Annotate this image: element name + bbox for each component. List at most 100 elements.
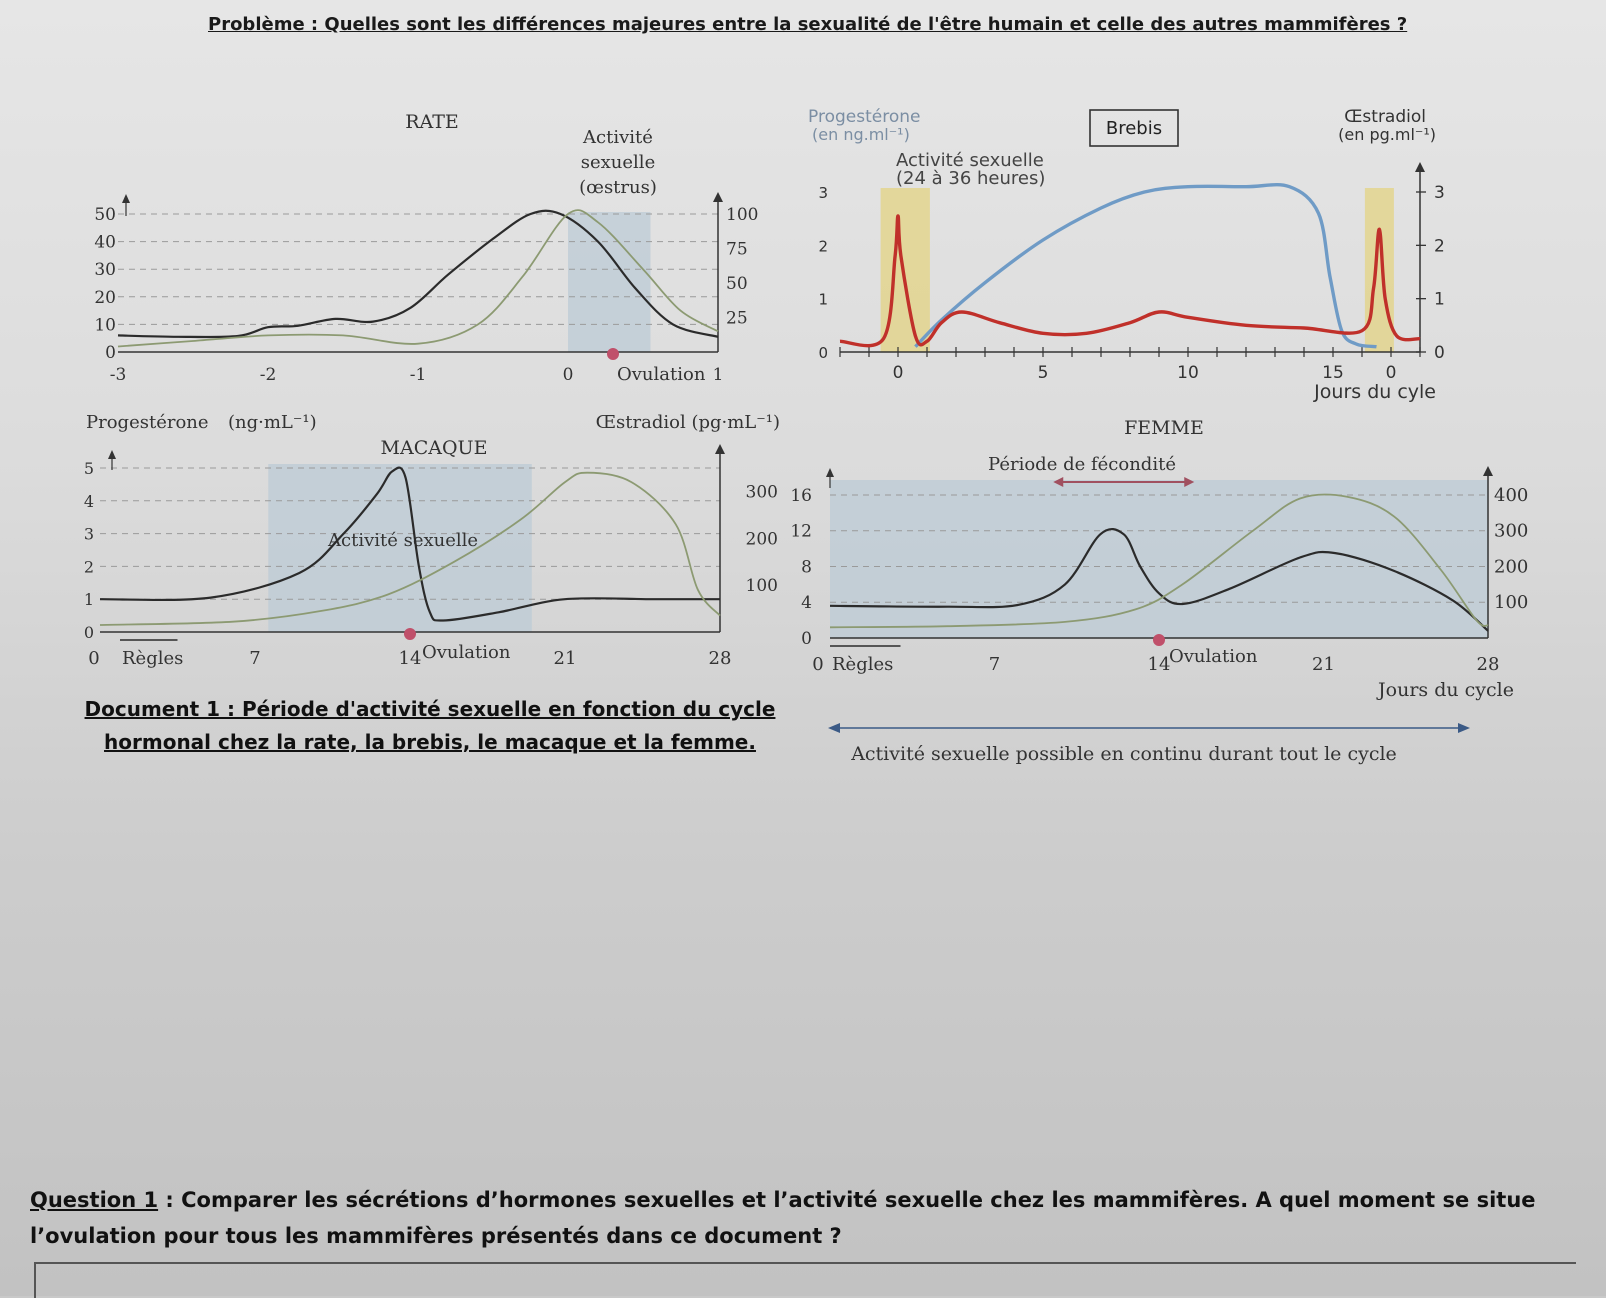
brebis-series-right-line <box>839 214 1421 348</box>
caption-line-2: hormonal chez la rate, la brebis, le mac… <box>104 730 756 754</box>
brebis-activity-shade-2 <box>1364 188 1394 352</box>
macaque-y-left-tick: 1 <box>84 590 94 609</box>
femme-x-tick: 28 <box>1477 654 1500 675</box>
macaque-x-tick: 21 <box>554 648 577 669</box>
brebis-right-axis-label: Œstradiol <box>1344 107 1426 127</box>
femme-activity-shade <box>830 480 1488 638</box>
rate-x-tick: -3 <box>110 365 127 385</box>
femme-fecondite-label: Période de fécondité <box>988 454 1176 475</box>
question-1: Question 1 : Comparer les sécrétions d’h… <box>30 1182 1570 1254</box>
macaque-y-right-arrow <box>715 444 725 454</box>
macaque-left-axis-label: Progestérone <box>86 412 209 433</box>
brebis-y-left-tick: 3 <box>818 184 828 202</box>
femme-x-tick: 21 <box>1312 654 1335 675</box>
femme-y-right-arrow <box>1483 466 1493 476</box>
brebis-y-right-tick: 0 <box>1434 343 1445 363</box>
rate-x-tick: -1 <box>410 365 427 385</box>
brebis-y-left-tick: 1 <box>818 291 828 309</box>
femme-x-tick: 14 <box>1148 654 1171 675</box>
brebis-series-left-line <box>914 183 1377 349</box>
macaque-series-left-line <box>99 466 720 622</box>
rate-ovulation-dot <box>607 348 619 360</box>
femme-y-right-tick: 200 <box>1494 556 1528 577</box>
rate-y-right-tick: 75 <box>726 240 748 260</box>
rate-y-left-tick: 30 <box>94 260 116 280</box>
femme-x-label: Jours du cycle <box>1376 679 1514 701</box>
rate-y-right-tick: 25 <box>726 309 748 329</box>
rate-ovulation-label: Ovulation <box>617 364 706 385</box>
brebis-activity-duration: (24 à 36 heures) <box>896 168 1045 189</box>
femme-y-left-tick: 4 <box>801 593 812 613</box>
femme-fecondite-arrowhead-left <box>1053 477 1064 487</box>
femme-y-left-tick: 16 <box>790 486 812 506</box>
femme-series-left-line <box>829 528 1489 632</box>
rate-activity-label: (œstrus) <box>579 177 657 198</box>
macaque-y-left-tick: 3 <box>84 525 94 544</box>
brebis-x-tick: 15 <box>1322 363 1344 383</box>
macaque-y-right-tick: 300 <box>746 482 778 502</box>
rate-x-tick: 0 <box>563 365 574 385</box>
rate-series-right-line <box>117 209 719 348</box>
chart-rate: 0 10 20 30 40 50 25 50 75 100 -3 -2 -1 0 1 RATE Activité… <box>94 111 758 385</box>
macaque-series-right-line <box>99 471 721 626</box>
femme-continu-arrowhead-left <box>828 723 840 733</box>
chart-macaque: Progestérone (ng·mL⁻¹) Œstradiol (pg·mL⁻¹)… <box>84 412 780 669</box>
macaque-x-tick: 14 <box>399 648 422 669</box>
femme-y-right-tick: 300 <box>1494 521 1528 542</box>
femme-continu-label: Activité sexuelle possible en continu du… <box>850 743 1397 765</box>
macaque-activity-label: Activité sexuelle <box>327 530 478 551</box>
rate-x-tick: 1 <box>713 365 724 385</box>
brebis-right-axis-unit: (en pg.ml⁻¹) <box>1338 125 1436 144</box>
rate-y-left-tick: 0 <box>105 343 116 363</box>
femme-series-right-line <box>829 493 1489 629</box>
problem-statement: Problème : Quelles sont les différences … <box>208 14 1408 35</box>
brebis-left-axis-label: Progestérone <box>808 107 920 127</box>
femme-continu-arrowhead-right <box>1458 723 1470 733</box>
femme-fecondite-arrowhead-right <box>1184 477 1195 487</box>
document-caption: Document 1 : Période d'activité sexuelle… <box>80 693 780 759</box>
macaque-left-axis-unit: (ng·mL⁻¹) <box>228 412 317 433</box>
macaque-ovulation-label: Ovulation <box>422 642 511 663</box>
rate-y-left-tick: 10 <box>94 315 116 335</box>
femme-y-left-tick: 0 <box>801 629 812 649</box>
macaque-y-right-tick: 200 <box>746 529 778 549</box>
brebis-y-left-tick: 2 <box>818 237 828 255</box>
femme-y-right-tick: 400 <box>1494 485 1528 506</box>
brebis-activity-label: Activité sexuelle <box>896 150 1044 171</box>
brebis-x-tick: 0 <box>893 363 904 383</box>
femme-title: FEMME <box>1124 417 1204 439</box>
question-text: : Comparer les sécrétions d’hormones sex… <box>30 1188 1536 1248</box>
rate-y-right-tick: 100 <box>726 205 758 225</box>
rate-title: RATE <box>405 111 459 133</box>
rate-activity-label: sexuelle <box>581 152 655 173</box>
brebis-y-right-arrow <box>1415 162 1425 172</box>
macaque-x-tick: 7 <box>249 648 260 669</box>
brebis-y-right-tick: 3 <box>1434 183 1445 203</box>
brebis-x-tick: 5 <box>1038 363 1049 383</box>
femme-y-right-tick: 100 <box>1494 592 1528 613</box>
macaque-right-axis-label: Œstradiol (pg·mL⁻¹) <box>596 412 780 433</box>
brebis-title-box <box>1089 109 1179 147</box>
rate-oestrus-shade <box>568 212 651 352</box>
brebis-y-left-tick: 0 <box>818 344 828 362</box>
rate-y-left-tick: 40 <box>94 233 116 253</box>
macaque-y-left-tick: 0 <box>84 623 94 642</box>
rate-x-tick: -2 <box>260 365 277 385</box>
answer-box[interactable] <box>34 1262 1576 1298</box>
femme-y-left-tick: 8 <box>801 557 812 577</box>
rate-y-left-arrow <box>122 194 130 203</box>
macaque-y-left-tick: 2 <box>84 557 94 576</box>
chart-brebis: Progestérone(en ng.ml⁻¹) Œstradiol(en pg.… <box>808 107 1445 403</box>
femme-y-left-arrow <box>826 468 834 477</box>
brebis-x-tick: 10 <box>1177 363 1199 383</box>
rate-y-left-tick: 20 <box>94 288 116 308</box>
femme-y-left-tick: 12 <box>790 522 812 542</box>
rate-activity-label: Activité <box>582 127 653 148</box>
brebis-y-right-tick: 2 <box>1434 236 1445 256</box>
caption-line-1: Document 1 : Période d'activité sexuelle… <box>84 697 776 721</box>
femme-regles-label: Règles <box>832 654 893 675</box>
macaque-regles-label: Règles <box>122 648 183 669</box>
brebis-title: Brebis <box>1106 118 1162 139</box>
brebis-left-axis-unit: (en ng.ml⁻¹) <box>812 125 910 144</box>
